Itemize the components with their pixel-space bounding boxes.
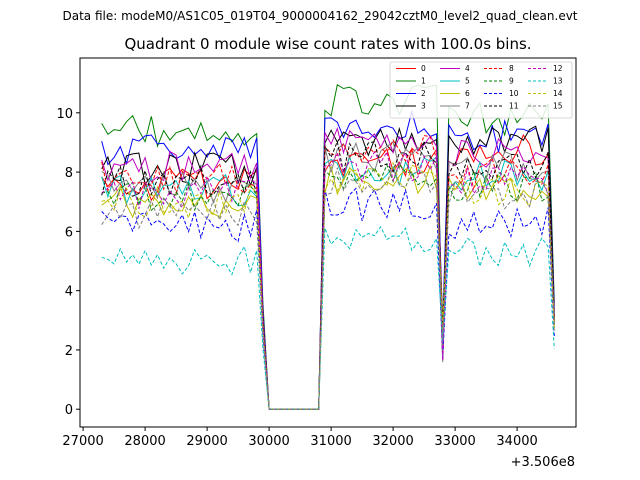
series-line-1 xyxy=(101,84,555,410)
legend-label: 5 xyxy=(465,77,470,86)
x-tick-label: 34000 xyxy=(496,434,537,449)
series-line-8 xyxy=(101,134,555,410)
series-line-4 xyxy=(101,126,555,410)
series-line-12 xyxy=(101,150,555,410)
x-axis: 27000 28000 29000 30000 31000 32000 33000 34000 xyxy=(62,427,538,449)
y-axis: 0 2 4 6 8 10 xyxy=(56,107,80,418)
x-tick-label: 29000 xyxy=(186,434,227,449)
legend-label: 4 xyxy=(465,64,470,73)
legend-label: 0 xyxy=(421,64,426,73)
series-line-0 xyxy=(101,134,555,410)
legend-label: 8 xyxy=(509,64,514,73)
x-offset-label: +3.506e8 xyxy=(511,455,575,470)
y-tick-label: 0 xyxy=(65,403,73,418)
plot-lines xyxy=(101,84,555,410)
legend-label: 9 xyxy=(509,77,514,86)
y-tick-label: 10 xyxy=(56,107,73,122)
series-line-6 xyxy=(101,164,555,410)
x-tick-label: 27000 xyxy=(62,434,103,449)
series-line-3 xyxy=(101,125,555,410)
legend-label: 12 xyxy=(553,64,563,73)
legend-label: 15 xyxy=(553,102,563,111)
legend-label: 3 xyxy=(421,102,426,111)
legend-label: 10 xyxy=(509,89,519,98)
legend-label: 1 xyxy=(421,77,426,86)
series-line-10 xyxy=(101,187,555,410)
legend-label: 14 xyxy=(553,89,563,98)
plot-frame xyxy=(79,57,577,428)
series-line-14 xyxy=(101,161,555,410)
y-tick-label: 4 xyxy=(65,285,73,300)
chart-title: Quadrant 0 module wise count rates with … xyxy=(124,35,531,53)
y-tick-label: 6 xyxy=(65,225,73,240)
x-tick-label: 33000 xyxy=(434,434,475,449)
x-tick-label: 30000 xyxy=(248,434,289,449)
legend-label: 2 xyxy=(421,89,426,98)
figure-suptitle: Data file: modeM0/AS1C05_019T04_90000041… xyxy=(62,9,577,23)
legend-label: 6 xyxy=(465,89,470,98)
y-tick-label: 8 xyxy=(65,166,73,181)
legend-box xyxy=(389,61,573,119)
y-tick-label: 2 xyxy=(65,344,73,359)
x-tick-label: 28000 xyxy=(124,434,165,449)
series-line-13 xyxy=(101,225,555,410)
x-tick-label: 32000 xyxy=(372,434,413,449)
legend-label: 7 xyxy=(465,102,470,111)
legend-label: 11 xyxy=(509,102,519,111)
series-line-9 xyxy=(101,163,555,410)
series-line-15 xyxy=(101,166,555,410)
legend-label: 13 xyxy=(553,77,563,86)
x-tick-label: 31000 xyxy=(310,434,351,449)
